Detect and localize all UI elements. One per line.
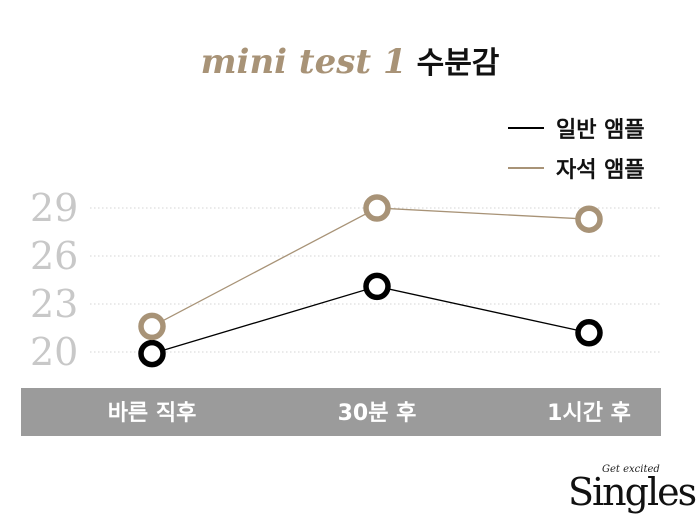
chart-title-main: mini test 1	[200, 42, 407, 82]
y-tick-26: 26	[30, 234, 78, 278]
chart-title: mini test 1 수분감	[0, 38, 700, 82]
legend-swatch-general	[508, 127, 544, 129]
series-1-point-1	[363, 194, 391, 222]
logo-tagline: Get excited	[602, 464, 660, 475]
logo-wordmark: Singles	[568, 470, 697, 514]
legend-label-magnetic: 자석 앰플	[556, 158, 645, 183]
y-tick-23: 23	[30, 282, 78, 326]
x-tick-2: 1시간 후	[547, 401, 631, 426]
series-0-point-1	[363, 272, 391, 301]
legend-item-magnetic: 자석 앰플	[508, 148, 645, 188]
series-line-1	[151, 207, 590, 327]
y-tick-20: 20	[30, 330, 78, 374]
legend: 일반 앰플 자석 앰플	[508, 108, 645, 188]
series-0-point-2	[575, 319, 603, 347]
legend-item-general: 일반 앰플	[508, 108, 645, 148]
legend-swatch-magnetic	[508, 167, 544, 169]
singles-logo: Get excited Singles	[568, 464, 697, 520]
x-tick-1: 30분 후	[338, 401, 417, 426]
x-axis-band	[21, 388, 661, 436]
series-1-point-0	[138, 312, 166, 341]
y-tick-29: 29	[30, 186, 78, 230]
legend-label-general: 일반 앰플	[556, 118, 645, 143]
chart-title-sub: 수분감	[416, 46, 500, 81]
x-tick-0: 바른 직후	[108, 401, 197, 426]
series-0-point-0	[138, 339, 166, 368]
series-1-point-2	[575, 205, 603, 233]
